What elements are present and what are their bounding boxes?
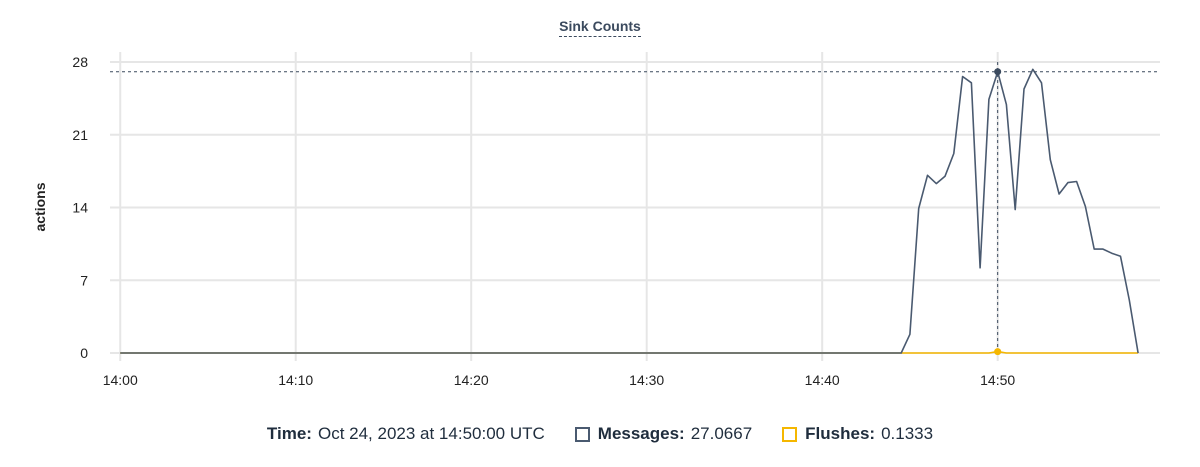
y-axis-label: actions <box>32 182 48 231</box>
time-label: Time: <box>266 424 312 443</box>
chart-title-text: Sink Counts <box>559 18 641 37</box>
x-tick-label: 14:10 <box>278 372 313 388</box>
messages-value: 27.0667 <box>690 424 753 443</box>
y-tick-label: 14 <box>72 200 88 216</box>
tooltip-legend: Time: Oct 24, 2023 at 14:50:00 UTC Messag… <box>0 424 1200 444</box>
chart-title[interactable]: Sink Counts <box>0 18 1200 37</box>
messages-swatch-icon[interactable] <box>574 426 590 442</box>
messages-label: Messages: <box>597 424 685 443</box>
messages-hover-point <box>994 68 1002 76</box>
x-tick-label: 14:40 <box>805 372 840 388</box>
y-tick-label: 21 <box>72 127 88 143</box>
flushes-swatch-icon[interactable] <box>782 426 798 442</box>
y-tick-label: 7 <box>80 272 88 288</box>
x-tick-label: 14:30 <box>629 372 664 388</box>
y-tick-label: 0 <box>80 345 88 361</box>
x-tick-label: 14:00 <box>103 372 138 388</box>
messages-series-line <box>120 68 1139 354</box>
flushes-hover-point <box>994 348 1002 356</box>
x-tick-label: 14:20 <box>454 372 489 388</box>
x-tick-label: 14:50 <box>980 372 1015 388</box>
flushes-value: 0.1333 <box>881 424 934 443</box>
y-tick-label: 28 <box>72 54 88 70</box>
time-value: Oct 24, 2023 at 14:50:00 UTC <box>317 424 545 443</box>
flushes-label: Flushes: <box>805 424 876 443</box>
